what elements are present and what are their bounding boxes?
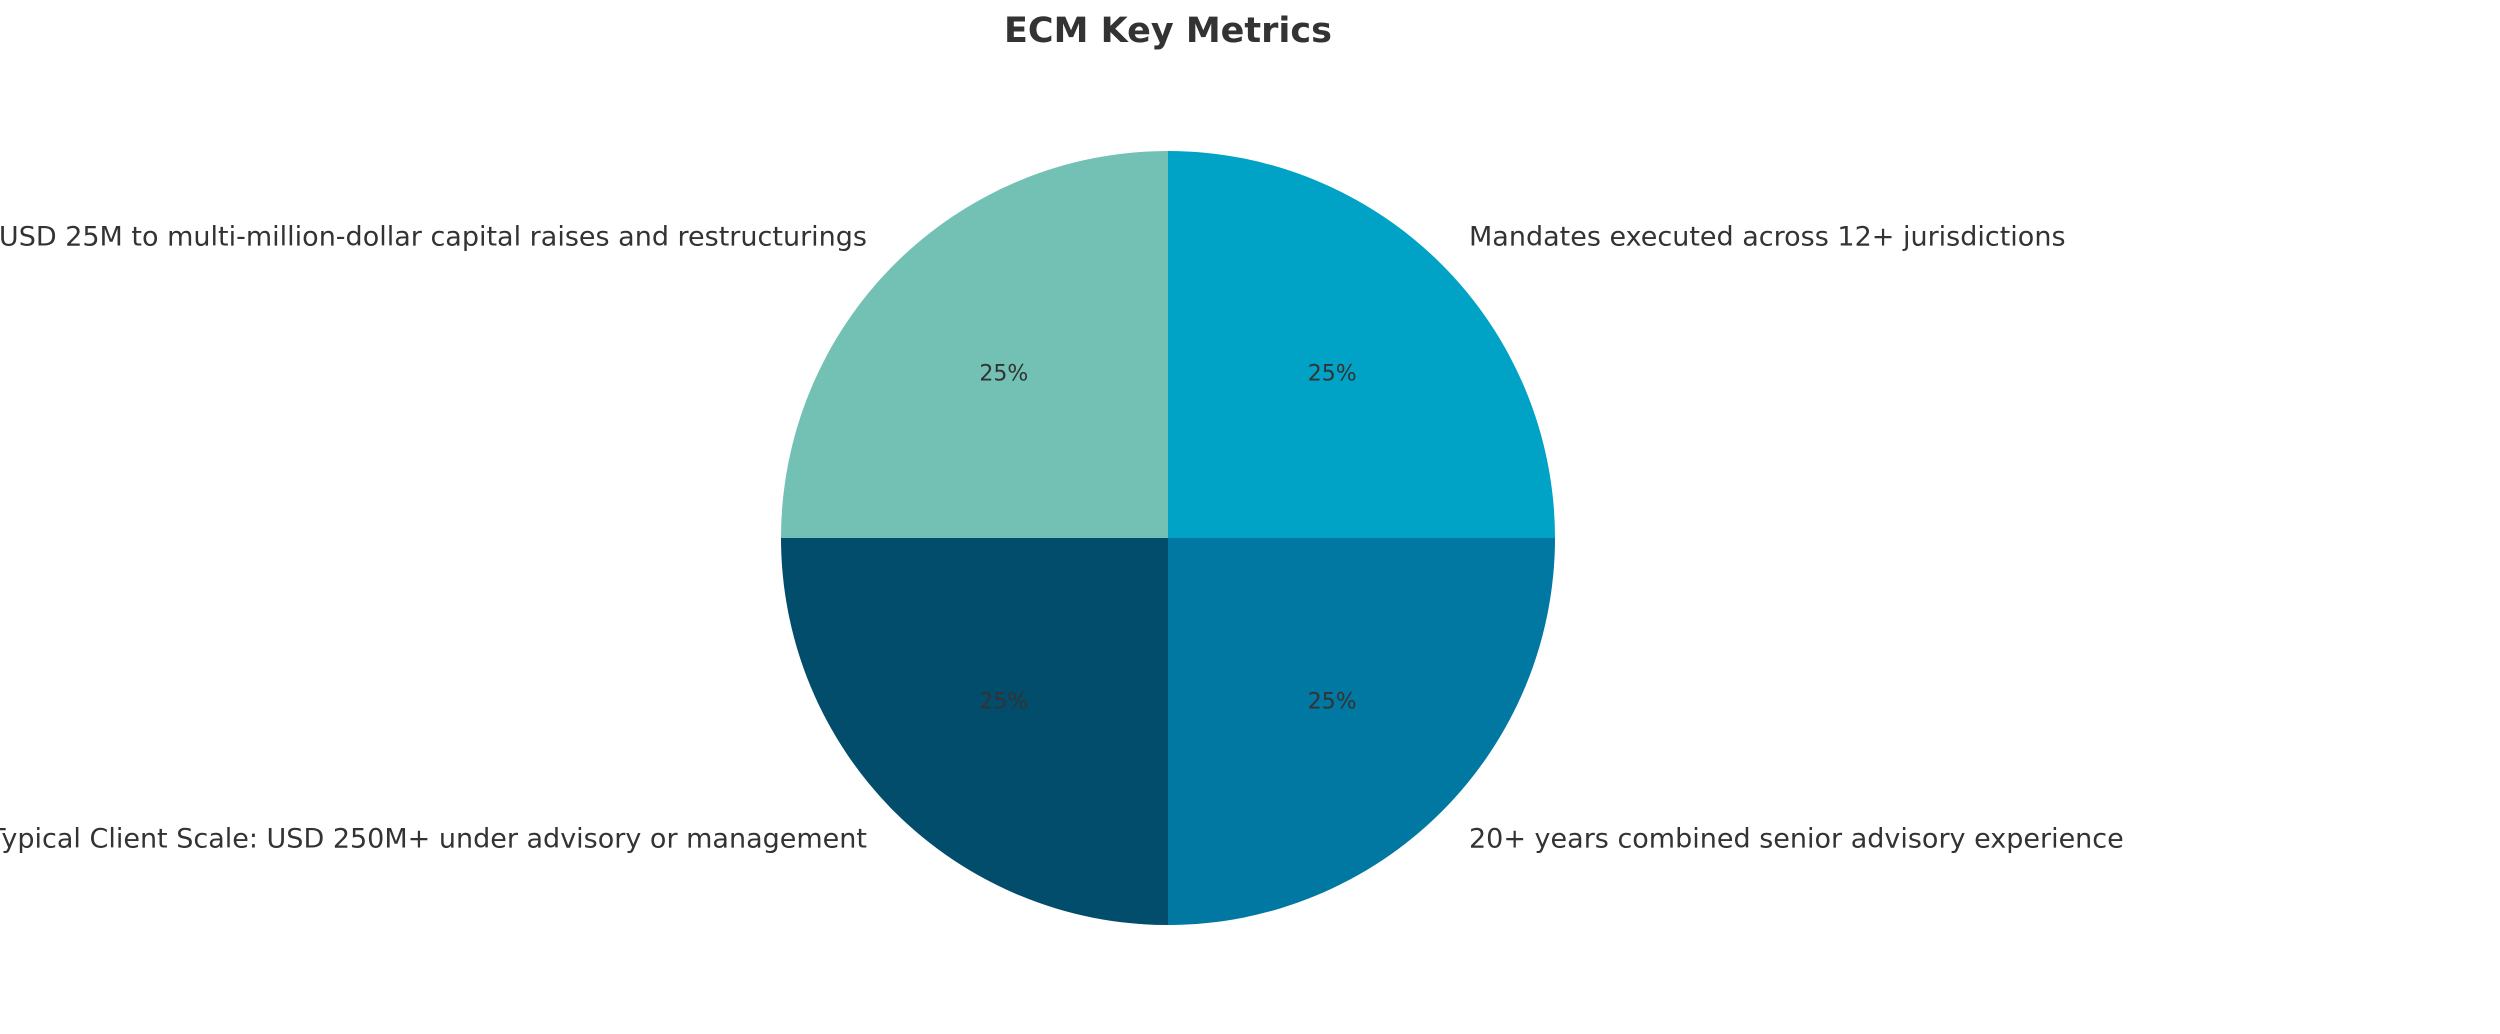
pie-slices [781, 151, 1555, 925]
pie-slice-2 [781, 538, 1168, 925]
slice-label-4: Mandates executed across 12+ jurisdictio… [1469, 221, 2066, 252]
slice-percent-4: 25% [1308, 361, 1357, 386]
slice-label-3: 20+ years combined senior advisory exper… [1469, 824, 2124, 855]
slice-percent-1: 25% [979, 361, 1028, 386]
pie-slice-3 [1168, 538, 1555, 925]
slice-label-2: Typical Client Scale: USD 250M+ under ad… [0, 824, 867, 855]
slice-label-1: Projects from USD 25M to multi-million-d… [0, 221, 867, 252]
chart-title: ECM Key Metrics [1004, 11, 1332, 51]
slice-percent-3: 25% [1308, 690, 1357, 715]
pie-slice-4 [1168, 151, 1555, 538]
slice-labels: Projects from USD 25M to multi-million-d… [0, 221, 2124, 854]
pie-slice-1 [781, 151, 1168, 538]
slice-percent-2: 25% [979, 690, 1028, 715]
percent-labels: 25% 25% 25% 25% [979, 361, 1356, 714]
